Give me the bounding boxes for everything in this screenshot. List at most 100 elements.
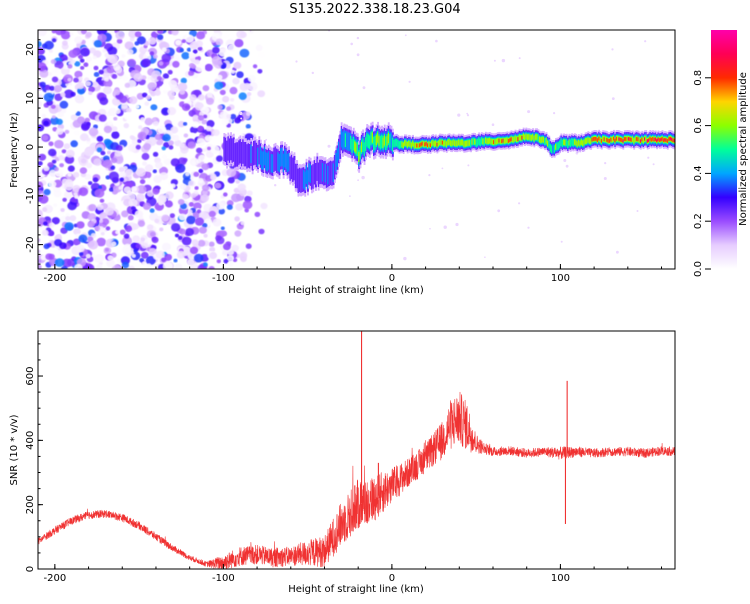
spectrogram-ridge-cell bbox=[622, 139, 625, 142]
spectrogram-cell bbox=[467, 164, 470, 167]
spectrogram-cell bbox=[220, 64, 226, 69]
spectrogram-cell bbox=[103, 138, 111, 146]
spectrogram-cell bbox=[127, 215, 134, 221]
spectrogram-cell bbox=[76, 82, 85, 90]
spectrogram-cell bbox=[136, 193, 145, 202]
spectrogram-cell bbox=[226, 106, 232, 111]
spectrogram-cell bbox=[145, 255, 156, 265]
spectrogram-ridge-cell bbox=[649, 136, 652, 141]
spectrogram-cell bbox=[85, 81, 92, 87]
spectrogram-cell bbox=[51, 115, 56, 119]
spectrogram-cell bbox=[180, 77, 187, 84]
spectrogram-cell bbox=[87, 220, 95, 228]
spectrogram-cell bbox=[124, 168, 134, 177]
spectrogram-ridge-cell bbox=[317, 162, 320, 187]
spectrogram-cell bbox=[162, 261, 173, 269]
spectrogram-ridge-cell bbox=[652, 137, 654, 141]
snr-y-tick-label: 200 bbox=[25, 495, 36, 514]
spectrogram-cell bbox=[110, 58, 117, 65]
spectrogram-ridge-cell bbox=[418, 143, 421, 148]
spectrogram-cell bbox=[205, 125, 212, 132]
spectrogram-cell bbox=[163, 158, 172, 166]
spectrogram-cell bbox=[116, 38, 123, 44]
spectrogram-cell bbox=[144, 101, 150, 106]
spectrogram-cell bbox=[209, 246, 216, 253]
spectrogram-ridge-cell bbox=[529, 134, 532, 141]
spectrogram-cell bbox=[228, 74, 234, 80]
spectrogram-cell bbox=[53, 203, 58, 208]
spectrogram-ridge-cell bbox=[497, 138, 499, 144]
spectrogram-cell bbox=[88, 86, 95, 93]
spectrogram-cell bbox=[204, 63, 213, 72]
spectrogram-cell bbox=[197, 125, 204, 132]
spectrogram-cell bbox=[429, 227, 431, 230]
spectrogram-ridge-cell bbox=[470, 139, 472, 148]
spectrogram-cell bbox=[563, 159, 567, 162]
spectrogram-ridge-cell bbox=[459, 140, 462, 146]
spectrogram-cell bbox=[133, 249, 138, 253]
spectrogram-cell bbox=[193, 171, 200, 177]
spectrogram-cell bbox=[243, 82, 251, 90]
spectrogram-cell bbox=[88, 91, 93, 95]
spectrogram-ridge-cell bbox=[466, 140, 468, 147]
spectrogram-cell bbox=[218, 47, 228, 57]
spectrogram-cell bbox=[43, 92, 54, 102]
spectrogram-ridge-cell bbox=[350, 135, 352, 150]
spectrogram-ridge-cell bbox=[615, 136, 618, 141]
spectrogram-cell bbox=[161, 53, 172, 63]
spectrogram-cell bbox=[38, 46, 44, 55]
spectrogram-ridge-cell bbox=[668, 137, 671, 141]
spectrogram-cell bbox=[106, 259, 115, 268]
spectrogram-cell bbox=[137, 131, 147, 140]
snr-x-tick-label: 0 bbox=[389, 573, 395, 584]
spectrogram-ridge-cell bbox=[625, 137, 627, 141]
spectrogram-ridge-cell bbox=[522, 133, 525, 140]
spectrogram-cell bbox=[111, 126, 118, 132]
spectrogram-cell bbox=[119, 95, 128, 104]
snr-x-tick-label: 100 bbox=[551, 573, 570, 584]
spectrogram-cell bbox=[216, 202, 225, 210]
spectrogram-cell bbox=[107, 46, 118, 56]
spectrogram-cell bbox=[188, 52, 195, 59]
spectrogram-cell bbox=[121, 103, 128, 110]
spectrogram-ridge-cell bbox=[406, 141, 409, 148]
spectrogram-ridge-cell bbox=[559, 140, 561, 149]
spectrogram-cell bbox=[295, 60, 298, 63]
spectrogram-ridge-cell bbox=[325, 163, 328, 188]
spectrogram-ridge-cell bbox=[660, 138, 663, 141]
spectrogram-ridge-cell bbox=[654, 138, 657, 141]
spectrogram-ridge-cell bbox=[405, 140, 408, 146]
spectrogram-cell bbox=[110, 157, 118, 164]
spectrogram-cell bbox=[76, 221, 85, 229]
spectrogram-ridge-cell bbox=[275, 148, 278, 173]
spectrogram-cell bbox=[188, 109, 196, 117]
spectrogram-cell bbox=[78, 157, 89, 167]
spectrogram-ridge-cell bbox=[544, 137, 547, 146]
spectrogram-cell bbox=[235, 179, 240, 184]
spectrogram-y-tick-label: -10 bbox=[25, 188, 36, 204]
spectrogram-cell bbox=[142, 161, 148, 166]
spectrogram-cell bbox=[168, 140, 174, 146]
spectrogram-cell bbox=[111, 131, 120, 139]
spectrogram-cell bbox=[85, 253, 91, 259]
spectrogram-cell bbox=[154, 89, 161, 96]
spectrogram-ridge-cell bbox=[540, 137, 543, 143]
spectrogram-ridge-cell bbox=[610, 137, 613, 142]
spectrogram-x-tick-label: -100 bbox=[212, 273, 235, 284]
spectrogram-y-tick-label: 10 bbox=[25, 92, 36, 105]
spectrogram-cell bbox=[206, 120, 215, 128]
spectrogram-cell bbox=[227, 261, 234, 267]
spectrogram-ridge-cell bbox=[499, 138, 502, 144]
spectrogram-cell bbox=[48, 49, 54, 53]
spectrogram-cell bbox=[145, 95, 151, 100]
spectrogram-cell bbox=[141, 261, 147, 266]
spectrogram-ridge-cell bbox=[671, 138, 673, 141]
spectrogram-ridge-cell bbox=[333, 155, 336, 180]
spectrogram-cell bbox=[88, 127, 99, 137]
spectrogram-ridge-cell bbox=[375, 135, 378, 146]
spectrogram-ridge-cell bbox=[572, 138, 575, 147]
spectrogram-cell bbox=[214, 81, 224, 90]
spectrogram-cell bbox=[139, 215, 144, 220]
spectrogram-ridge-cell bbox=[618, 137, 621, 140]
spectrogram-ridge-cell bbox=[546, 140, 549, 147]
